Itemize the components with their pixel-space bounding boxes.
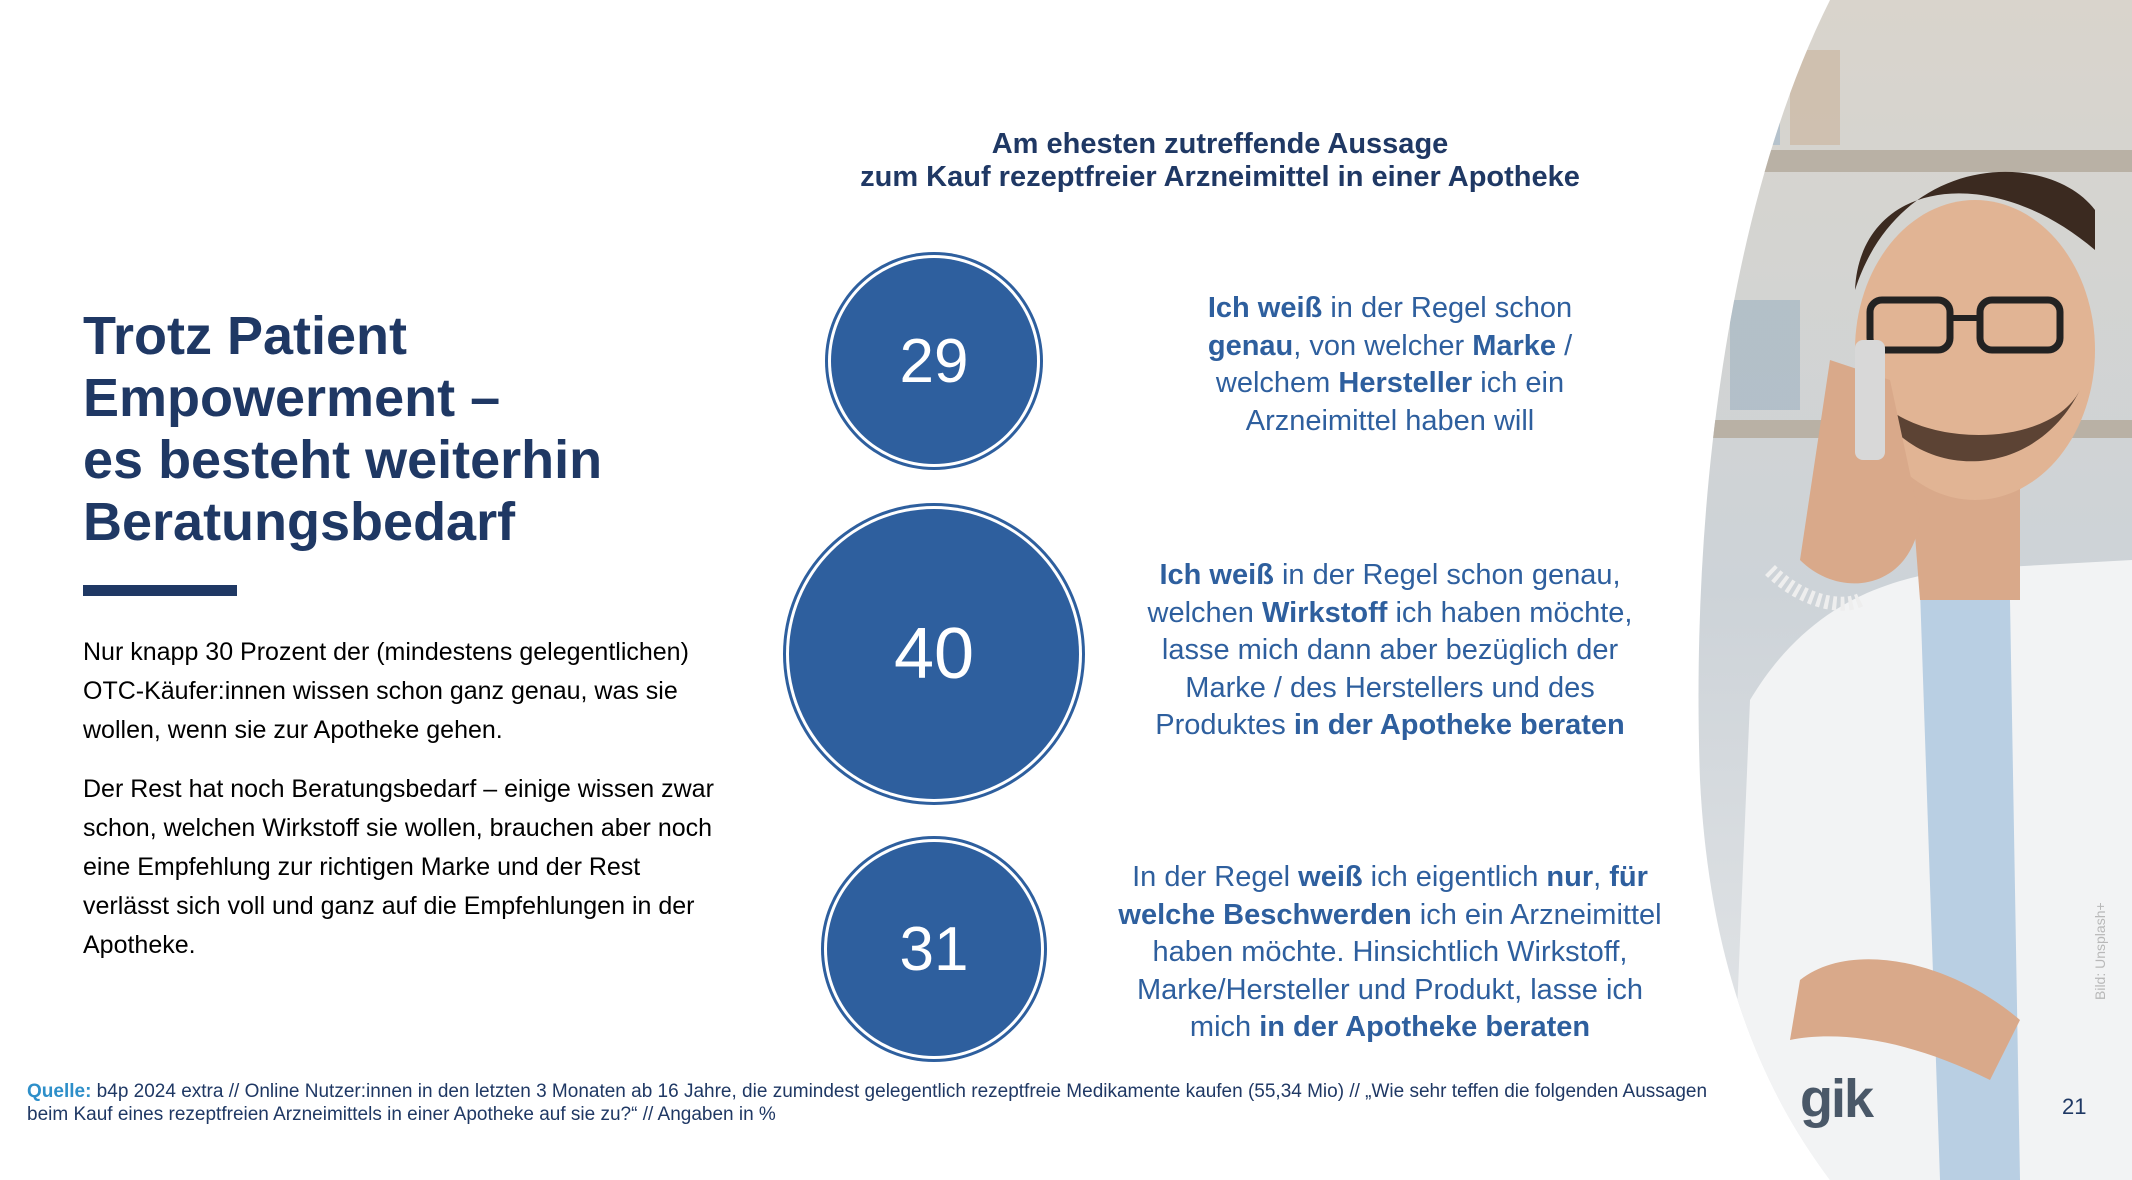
page-title-line: es besteht weiterhin — [83, 430, 603, 490]
body-text: Nur knapp 30 Prozent der (mindestens gel… — [83, 633, 723, 985]
value-label: 40 — [893, 614, 975, 694]
statement-text: welchem — [1215, 367, 1339, 399]
body-paragraph: Nur knapp 30 Prozent der (mindestens gel… — [83, 638, 689, 744]
statement-line: Marke/Hersteller und Produkt, lasse ich — [1090, 972, 1690, 1010]
page-title-line: Trotz Patient — [83, 306, 408, 366]
chart-title: Am ehesten zutreffende Aussage zum Kauf … — [780, 128, 1660, 194]
statement-text: lasse mich dann aber bezüglich der — [1161, 634, 1619, 666]
pharmacist-photo — [1690, 0, 2132, 1180]
page-number: 21 — [2062, 1094, 2087, 1119]
statement-text: ich ein — [1472, 367, 1565, 399]
statement-2: Ich weiß in der Regel schon genau, welche… — [1100, 557, 1680, 745]
statement-emphasis: Wirkstoff — [1262, 596, 1388, 629]
source-note: Quelle: b4p 2024 extra // Online Nutzer:… — [27, 1080, 1727, 1126]
statement-line: Marke / des Herstellers und des — [1100, 670, 1680, 708]
statement-line: Produktes in der Apotheke beraten — [1100, 707, 1680, 745]
page-title: Trotz Patient Empowerment – es besteht w… — [83, 305, 803, 553]
statement-emphasis: in der Apotheke beraten — [1259, 1011, 1591, 1043]
statement-emphasis: weiß — [1298, 861, 1363, 893]
statement-emphasis: Marke — [1472, 329, 1557, 362]
page-title-line: Empowerment – — [83, 368, 501, 428]
statement-line: haben möchte. Hinsichtlich Wirkstoff, — [1090, 934, 1690, 972]
chart-title-line: Am ehesten zutreffende Aussage — [991, 128, 1449, 160]
statement-emphasis: Hersteller — [1338, 367, 1473, 399]
statement-text: haben möchte. Hinsichtlich Wirkstoff, — [1152, 936, 1628, 968]
statement-text: / — [1556, 329, 1573, 362]
statement-line: Ich weiß in der Regel schon genau, — [1100, 557, 1680, 595]
statement-emphasis: in der Apotheke beraten — [1293, 709, 1625, 741]
statement-emphasis: genau — [1207, 329, 1294, 362]
statement-line: welchen Wirkstoff ich haben möchte, — [1100, 595, 1680, 633]
statement-text: welchen — [1147, 596, 1262, 629]
chart-title-line: zum Kauf rezeptfreier Arzneimittel in ei… — [860, 161, 1580, 193]
value-circle-1: 29 — [831, 258, 1037, 464]
value-circle-3: 31 — [827, 842, 1041, 1056]
statement-text: ich haben möchte, — [1387, 596, 1633, 629]
value-label: 29 — [899, 326, 969, 396]
statement-text: ich eigentlich — [1362, 861, 1547, 893]
photo-credit: Bild: Unsplash+ — [2092, 902, 2108, 1000]
statement-emphasis: welche Beschwerden — [1118, 898, 1412, 931]
title-underline — [83, 585, 237, 596]
statement-emphasis: für — [1609, 861, 1648, 893]
statement-line: Ich weiß in der Regel schon — [1130, 290, 1650, 328]
statement-emphasis: Ich weiß — [1207, 292, 1323, 324]
statement-3: In der Regel weiß ich eigentlich nur, fü… — [1090, 859, 1690, 1047]
page-title-line: Beratungsbedarf — [83, 492, 516, 552]
value-circle-2: 40 — [789, 509, 1079, 799]
value-label: 31 — [899, 914, 969, 984]
statement-text: Marke/Hersteller und Produkt, lasse ich — [1136, 973, 1644, 1006]
statement-line: mich in der Apotheke beraten — [1090, 1009, 1690, 1047]
source-text: b4p 2024 extra // Online Nutzer:innen in… — [27, 1081, 1708, 1125]
statement-text: , von welcher — [1293, 329, 1473, 362]
gik-logo: gik — [1800, 1069, 1874, 1129]
statement-text: In der Regel — [1132, 861, 1299, 893]
statement-line: welchem Hersteller ich ein — [1130, 365, 1650, 403]
statement-line: Arzneimittel haben will — [1130, 403, 1650, 441]
source-label: Quelle: — [27, 1081, 92, 1102]
statement-emphasis: nur — [1546, 861, 1594, 893]
statement-text: ich ein Arzneimittel — [1411, 898, 1662, 931]
statement-text: mich — [1189, 1011, 1260, 1043]
statement-line: lasse mich dann aber bezüglich der — [1100, 632, 1680, 670]
statement-text: , — [1593, 861, 1610, 893]
statement-line: In der Regel weiß ich eigentlich nur, fü… — [1090, 859, 1690, 897]
statement-emphasis: Ich weiß — [1159, 559, 1274, 591]
statement-text: in der Regel schon genau, — [1273, 559, 1621, 591]
statement-1: Ich weiß in der Regel schon genau, von we… — [1130, 290, 1650, 440]
body-paragraph: Der Rest hat noch Beratungsbedarf – eini… — [83, 775, 714, 959]
statement-line: welche Beschwerden ich ein Arzneimittel — [1090, 897, 1690, 935]
statement-text: Arzneimittel haben will — [1245, 404, 1535, 437]
statement-text: Marke / des Herstellers und des — [1185, 671, 1595, 704]
statement-line: genau, von welcher Marke / — [1130, 328, 1650, 366]
statement-text: in der Regel schon — [1322, 292, 1573, 324]
statement-text: Produktes — [1155, 709, 1294, 741]
